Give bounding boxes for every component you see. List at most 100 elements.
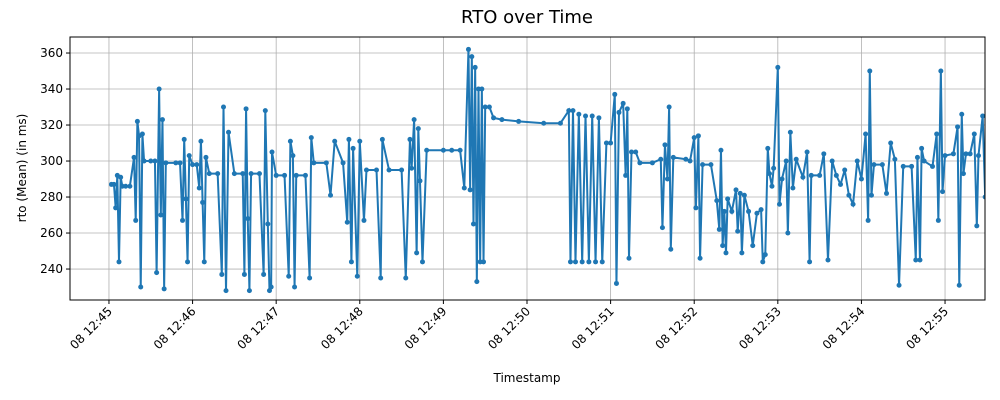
point [746, 208, 752, 214]
x-tick-label: 08 12:52 [652, 304, 700, 352]
point [491, 115, 497, 121]
y-tick-label: 280 [40, 190, 63, 204]
point [557, 120, 563, 126]
point [173, 160, 179, 166]
point [241, 271, 247, 277]
y-tick-label: 240 [40, 262, 63, 276]
point [181, 136, 187, 142]
point [649, 160, 655, 166]
point [411, 117, 417, 123]
point [215, 171, 221, 177]
point [960, 171, 966, 177]
point [481, 259, 487, 265]
point [833, 172, 839, 178]
point [440, 147, 446, 153]
point [374, 167, 380, 173]
point [268, 284, 274, 290]
point [750, 243, 756, 249]
point [850, 201, 856, 207]
point [971, 131, 977, 137]
point [800, 174, 806, 180]
point [269, 149, 275, 155]
x-tick-label: 08 12:53 [736, 304, 784, 352]
point [867, 68, 873, 74]
point [194, 162, 200, 168]
point [465, 46, 471, 52]
point [332, 138, 338, 144]
point [842, 167, 848, 173]
point [959, 111, 965, 117]
point [417, 178, 423, 184]
point [934, 131, 940, 137]
point [134, 118, 140, 124]
point [662, 142, 668, 148]
x-tick-label: 08 12:51 [569, 304, 617, 352]
y-tick-label: 300 [40, 154, 63, 168]
point [687, 158, 693, 164]
point [785, 230, 791, 236]
point [148, 158, 154, 164]
point [888, 140, 894, 146]
point [697, 255, 703, 261]
point [892, 156, 898, 162]
point [935, 217, 941, 223]
point [917, 257, 923, 263]
point [700, 162, 706, 168]
point [407, 136, 413, 142]
point [693, 205, 699, 211]
point [975, 153, 981, 159]
point [967, 151, 973, 157]
point [363, 167, 369, 173]
point [725, 196, 731, 202]
point [938, 68, 944, 74]
point [739, 250, 745, 256]
point [200, 199, 206, 205]
chart-title: RTO over Time [461, 7, 593, 28]
point [940, 189, 946, 195]
point [596, 115, 602, 121]
point [624, 106, 630, 112]
point [196, 185, 202, 191]
point [185, 259, 191, 265]
point [414, 250, 420, 256]
point [733, 187, 739, 193]
point [399, 167, 405, 173]
point [779, 176, 785, 182]
x-tick-label: 08 12:55 [903, 304, 951, 352]
point [290, 153, 296, 159]
point [123, 183, 129, 189]
point [612, 91, 618, 97]
point [113, 205, 119, 211]
point [419, 259, 425, 265]
point [735, 228, 741, 234]
point [956, 282, 962, 288]
point [884, 190, 890, 196]
point [262, 108, 268, 114]
point [570, 108, 576, 114]
y-tick-label: 340 [40, 82, 63, 96]
point [771, 165, 777, 171]
point [302, 172, 308, 178]
point [913, 257, 919, 263]
point [720, 243, 726, 249]
point [637, 160, 643, 166]
point [766, 171, 772, 177]
point [982, 194, 985, 200]
point [231, 171, 237, 177]
point [415, 126, 421, 132]
point [914, 154, 920, 160]
point [691, 135, 697, 141]
point [292, 284, 298, 290]
point [323, 160, 329, 166]
point [603, 140, 609, 146]
point [572, 259, 578, 265]
point [378, 275, 384, 281]
point [190, 162, 196, 168]
point [154, 270, 160, 276]
point [593, 259, 599, 265]
point [758, 207, 764, 213]
point [472, 64, 478, 70]
point [282, 172, 288, 178]
